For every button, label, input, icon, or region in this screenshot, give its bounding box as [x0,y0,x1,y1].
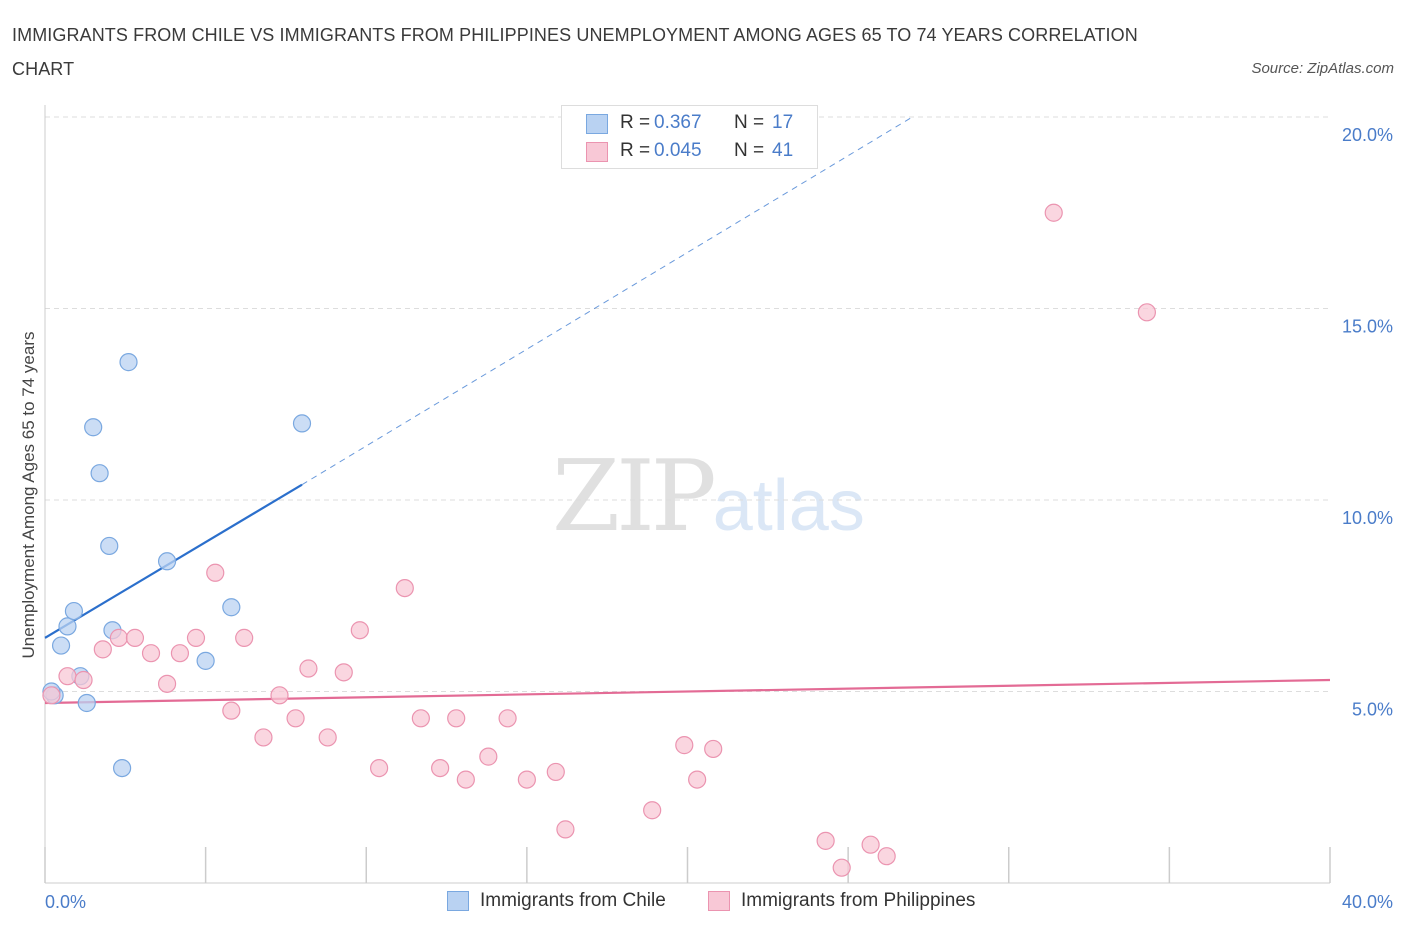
point-philippines [517,770,536,789]
chart-title: IMMIGRANTS FROM CHILE VS IMMIGRANTS FROM… [12,25,1138,79]
point-philippines [186,628,206,647]
point-philippines [222,701,241,720]
point-chile [119,353,138,372]
point-philippines [170,644,190,663]
point-chile [196,651,215,670]
point-philippines [318,728,337,747]
legend-n-label: N = [734,112,765,133]
point-chile [64,601,84,621]
point-philippines [334,663,353,682]
watermark-zip: ZIP [552,440,717,554]
bottom-swatch-philippines [708,891,730,911]
point-chile [112,758,132,778]
correlation-legend: R = 0.367 N = 17 R = 0.045 N = 41 [561,105,818,169]
point-philippines [42,686,61,705]
point-philippines [643,801,662,820]
point-philippines [688,770,707,789]
point-philippines [546,762,565,782]
point-philippines [1137,303,1156,322]
tick-labels: 5.0% 10.0% 15.0% 20.0% 0.0% 40.0% [45,125,1393,912]
point-chile [58,617,77,636]
legend-swatch-chile [586,114,608,134]
watermark: ZIPatlas [552,440,865,554]
point-philippines [93,640,112,659]
point-philippines [479,747,498,766]
x-tick-label: 0.0% [45,892,86,912]
point-philippines [447,709,466,728]
point-chile [100,536,119,556]
point-chile [157,552,177,571]
point-philippines [370,758,389,778]
point-philippines [254,728,273,747]
point-philippines [395,578,414,598]
point-philippines [235,628,254,647]
y-tick-label: 10.0% [1342,508,1393,528]
point-chile [84,418,103,437]
y-tick-label: 15.0% [1342,317,1393,337]
axes [44,105,1331,884]
legend-n-value: 41 [772,140,794,161]
trend-lines [44,116,1331,705]
legend-swatch-philippines [586,142,608,162]
y-tick-label: 5.0% [1352,700,1393,720]
legend-r-value: 0.045 [654,140,702,161]
point-philippines [74,670,93,690]
watermark-atlas: atlas [712,466,865,546]
x-tick-label: 40.0% [1342,892,1393,912]
point-philippines [299,659,318,678]
point-chile [51,636,71,655]
source-label: Source: ZipAtlas.com [1251,60,1394,77]
point-philippines [816,831,835,850]
point-philippines [109,628,128,647]
point-chile [77,693,96,713]
bottom-legend-chile-label: Immigrants from Chile [480,890,666,911]
bottom-swatch-chile [447,891,469,911]
legend-n-value: 17 [772,112,794,133]
point-philippines [704,739,723,759]
point-chile [292,414,312,433]
point-philippines [675,736,694,755]
point-philippines [556,820,575,839]
point-philippines [350,621,369,640]
trend-line-chile-extension [301,116,913,486]
point-philippines [877,847,896,866]
legend-r-label: R = [620,112,651,133]
point-philippines [58,667,77,686]
point-chile [222,598,241,617]
point-philippines [411,709,430,728]
point-philippines [1044,203,1063,222]
point-philippines [832,858,851,877]
legend-r-label: R = [620,140,651,161]
data-points [42,203,1156,877]
point-philippines [861,835,880,854]
point-philippines [125,628,145,647]
point-philippines [141,644,161,663]
point-philippines [431,758,450,778]
point-philippines [157,674,177,693]
legend-n-label: N = [734,140,765,161]
point-philippines [270,686,289,705]
point-philippines [286,709,305,728]
point-philippines [498,709,517,728]
point-philippines [206,563,225,582]
y-tick-label: 20.0% [1342,125,1393,145]
bottom-legend-philippines-label: Immigrants from Philippines [741,890,976,911]
legend-r-value: 0.367 [654,112,702,133]
point-philippines [456,770,475,789]
trend-line-philippines [44,678,1331,705]
point-chile [90,464,109,483]
